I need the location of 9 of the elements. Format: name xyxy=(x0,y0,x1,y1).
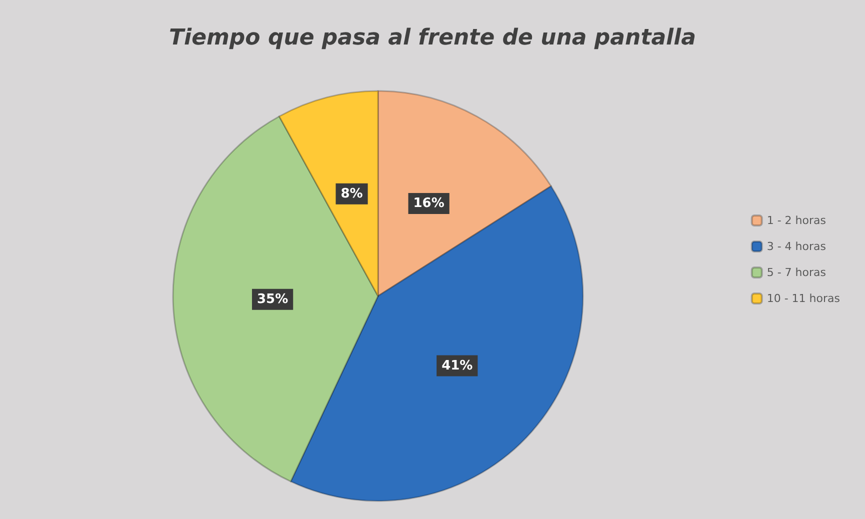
chart-title: Tiempo que pasa al frente de una pantalla xyxy=(169,26,696,50)
legend-label: 3 - 4 horas xyxy=(766,240,826,253)
legend-label: 5 - 7 horas xyxy=(766,266,826,279)
data-label: 8% xyxy=(340,186,363,202)
data-label: 41% xyxy=(442,358,473,374)
data-label: 35% xyxy=(256,292,288,307)
data-label: 16% xyxy=(413,196,444,212)
legend-label: 1 - 2 horas xyxy=(766,214,826,227)
legend-label: 10 - 11 horas xyxy=(766,292,840,305)
